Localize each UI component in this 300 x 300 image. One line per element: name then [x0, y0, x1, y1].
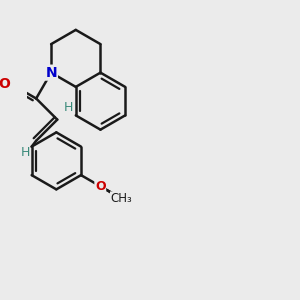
Text: N: N	[45, 66, 57, 80]
Text: CH₃: CH₃	[111, 192, 132, 205]
Text: O: O	[0, 76, 10, 91]
Text: H: H	[63, 101, 73, 114]
Text: O: O	[95, 180, 106, 193]
Text: H: H	[21, 146, 30, 159]
